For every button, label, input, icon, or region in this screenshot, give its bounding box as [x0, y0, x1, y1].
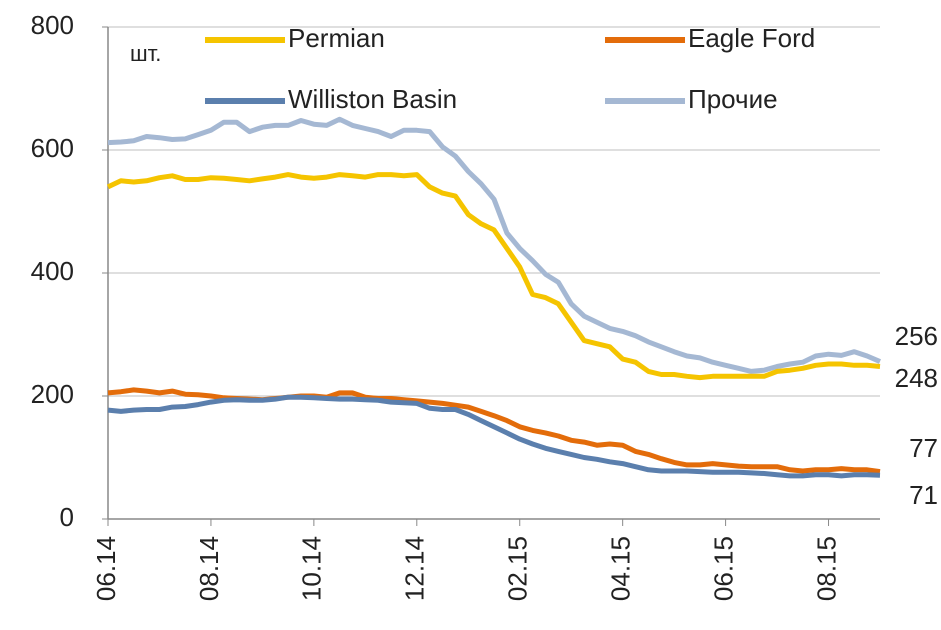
- y-tick-label: 0: [60, 502, 74, 532]
- end-label: 248: [895, 363, 938, 393]
- x-tick-label: 02.15: [503, 536, 533, 601]
- legend-label: Eagle Ford: [688, 23, 815, 53]
- x-tick-label: 08.14: [194, 536, 224, 601]
- x-tick-label: 08.15: [811, 536, 841, 601]
- x-tick-label: 04.15: [606, 536, 636, 601]
- end-label: 71: [909, 480, 938, 510]
- series-line: [106, 172, 881, 381]
- x-tick-label: 06.14: [91, 536, 121, 601]
- x-tick-label: 06.15: [708, 536, 738, 601]
- y-axis-label: шт.: [130, 41, 161, 66]
- x-tick-label: 12.14: [400, 536, 430, 601]
- end-label: 256: [895, 321, 938, 351]
- series-line: [107, 116, 881, 374]
- legend-label: Williston Basin: [288, 84, 457, 114]
- legend-label: Permian: [288, 23, 385, 53]
- x-tick-label: 10.14: [297, 536, 327, 601]
- y-tick-label: 200: [31, 379, 74, 409]
- legend-label: Прочие: [688, 84, 778, 114]
- series-line: [107, 394, 881, 479]
- y-tick-label: 400: [31, 256, 74, 286]
- y-tick-label: 600: [31, 133, 74, 163]
- y-tick-label: 800: [31, 10, 74, 40]
- end-label: 77: [909, 433, 938, 463]
